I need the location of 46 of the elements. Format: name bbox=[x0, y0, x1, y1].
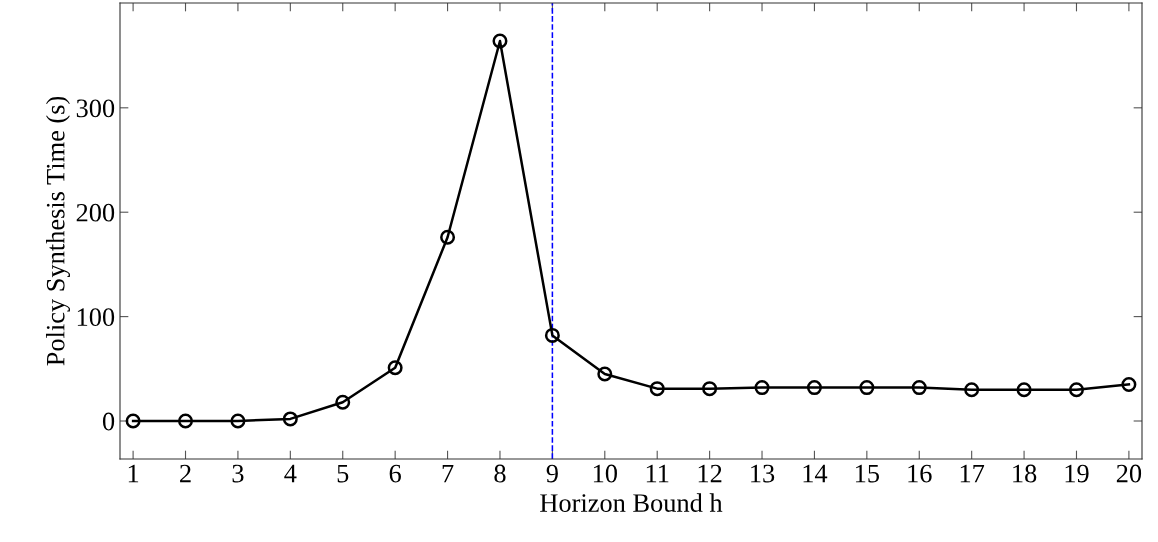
point bbox=[1068, 382, 1084, 398]
x-tick-label: 8 bbox=[494, 464, 506, 483]
x-tick-label: 19 bbox=[1065, 464, 1089, 483]
x-tick-label: 3 bbox=[232, 464, 244, 483]
point bbox=[1016, 382, 1032, 398]
point bbox=[492, 33, 508, 49]
point bbox=[649, 381, 665, 397]
x-tick-label: 4 bbox=[284, 464, 297, 483]
x-tick-label: 12 bbox=[698, 464, 722, 483]
point bbox=[964, 382, 980, 398]
point bbox=[335, 394, 351, 410]
x-tick-label: 5 bbox=[337, 464, 349, 483]
point bbox=[597, 366, 613, 382]
point bbox=[387, 360, 403, 376]
point bbox=[125, 413, 141, 429]
point bbox=[178, 413, 194, 429]
x-tick-label: 7 bbox=[442, 464, 454, 483]
point bbox=[230, 413, 246, 429]
y-tick-label: 300 bbox=[76, 99, 115, 118]
point bbox=[702, 381, 718, 397]
x-tick-label: 13 bbox=[751, 464, 775, 483]
x-tick-label: 6 bbox=[389, 464, 401, 483]
x-tick-label: 9 bbox=[546, 464, 558, 483]
point bbox=[1121, 376, 1137, 392]
point bbox=[859, 380, 875, 396]
x-tick-label: 1 bbox=[128, 464, 139, 483]
x-tick-label: 15 bbox=[855, 464, 880, 483]
y-tick-label: 0 bbox=[102, 412, 115, 431]
point bbox=[911, 380, 927, 396]
x-tick-label: 10 bbox=[593, 464, 617, 483]
y-axis-title: Policy Synthesis Time (s) bbox=[45, 96, 70, 366]
x-tick-label: 20 bbox=[1116, 464, 1142, 483]
x-tick-label: 18 bbox=[1013, 464, 1037, 483]
x-tick-label: 14 bbox=[803, 464, 828, 483]
point bbox=[544, 327, 560, 343]
point bbox=[754, 380, 770, 396]
x-tick-label: 2 bbox=[180, 464, 191, 483]
y-tick-label: 200 bbox=[76, 203, 115, 222]
point bbox=[282, 411, 298, 427]
x-tick-label: 17 bbox=[960, 464, 985, 483]
point bbox=[440, 229, 456, 245]
x-tick-label: 11 bbox=[646, 464, 669, 483]
x-axis-title: Horizon Bound h bbox=[540, 493, 723, 512]
point bbox=[806, 380, 822, 396]
y-tick-label: 100 bbox=[77, 308, 115, 327]
x-tick-label: 16 bbox=[908, 464, 932, 483]
